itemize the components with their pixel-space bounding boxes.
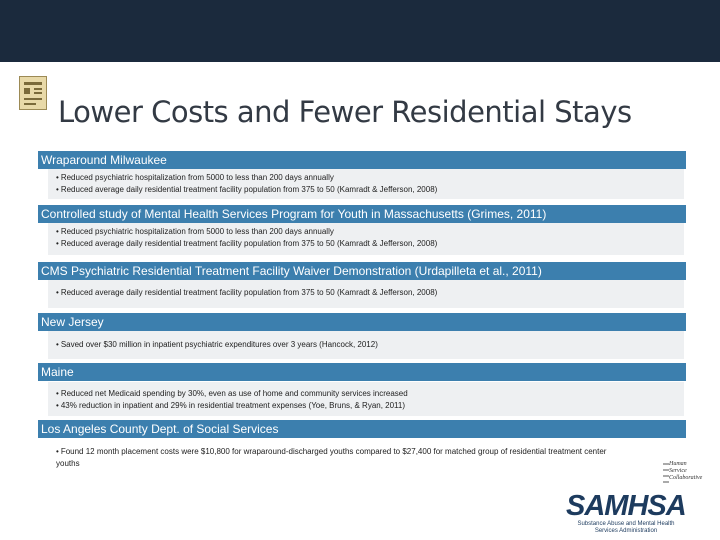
section-body-massachusetts-study: Reduced psychiatric hospitalization from… <box>48 223 684 255</box>
bullet: Reduced psychiatric hospitalization from… <box>56 226 678 238</box>
bullet: Found 12 month placement costs were $10,… <box>56 446 624 470</box>
bullet: Reduced net Medicaid spending by 30%, ev… <box>56 388 678 400</box>
hsc-line-2: Service <box>669 468 687 474</box>
section-header-maine: Maine <box>38 363 686 381</box>
bullet: Reduced average daily residential treatm… <box>56 238 678 250</box>
bullet: Reduced average daily residential treatm… <box>56 287 678 299</box>
section-body-cms-waiver: Reduced average daily residential treatm… <box>48 280 684 308</box>
samhsa-logo: SAMHSA <box>566 490 687 522</box>
hsc-line-1: Human <box>669 461 687 467</box>
section-body-maine: Reduced net Medicaid spending by 30%, ev… <box>48 382 684 416</box>
section-body-los-angeles: Found 12 month placement costs were $10,… <box>48 438 684 472</box>
section-header-new-jersey: New Jersey <box>38 313 686 331</box>
section-header-los-angeles: Los Angeles County Dept. of Social Servi… <box>38 420 686 438</box>
samhsa-subtitle: Substance Abuse and Mental Health Servic… <box>571 521 681 535</box>
hsc-mark-icon <box>663 463 669 483</box>
page-title: Lower Costs and Fewer Residential Stays <box>58 95 632 129</box>
section-body-wraparound-milwaukee: Reduced psychiatric hospitalization from… <box>48 169 684 199</box>
bullet: 43% reduction in inpatient and 29% in re… <box>56 400 678 412</box>
section-body-new-jersey: Saved over $30 million in inpatient psyc… <box>48 331 684 359</box>
section-header-massachusetts-study: Controlled study of Mental Health Servic… <box>38 205 686 223</box>
hsc-line-3: Collaborative <box>669 475 703 481</box>
bullet: Reduced average daily residential treatm… <box>56 184 678 196</box>
top-banner <box>0 0 720 62</box>
human-service-collaborative-logo: Human Service Collaborative <box>661 461 717 489</box>
section-header-cms-waiver: CMS Psychiatric Residential Treatment Fa… <box>38 262 686 280</box>
book-cover-thumbnail <box>19 76 47 110</box>
samhsa-subtitle-line-2: Services Administration <box>594 528 658 534</box>
bullet: Saved over $30 million in inpatient psyc… <box>56 339 678 351</box>
samhsa-subtitle-line-1: Substance Abuse and Mental Health <box>577 521 675 527</box>
bullet: Reduced psychiatric hospitalization from… <box>56 172 678 184</box>
section-header-wraparound-milwaukee: Wraparound Milwaukee <box>38 151 686 169</box>
